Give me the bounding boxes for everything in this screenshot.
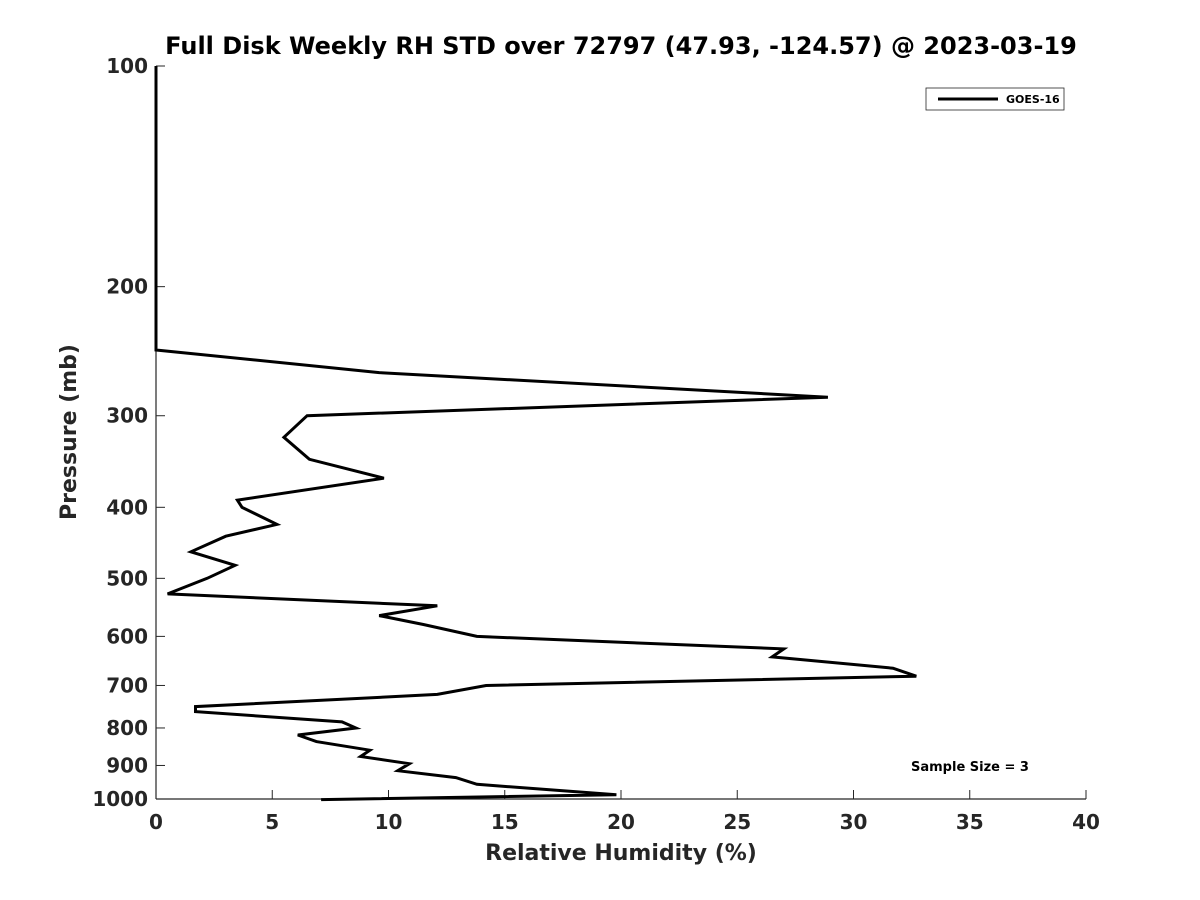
y-tick-label: 200 — [106, 275, 148, 299]
axes — [155, 66, 1086, 800]
legend-label: GOES-16 — [1006, 93, 1060, 106]
y-tick-label: 400 — [106, 495, 148, 519]
x-tick-label: 25 — [723, 810, 751, 834]
y-ticks: 100 200 300 400 500 600 700 800 900 1000 — [92, 54, 165, 811]
sample-size-annotation: Sample Size = 3 — [911, 760, 1029, 775]
x-tick-label: 5 — [265, 810, 279, 834]
x-ticks: 0 5 10 15 20 25 30 35 40 — [149, 790, 1100, 834]
y-tick-label: 700 — [106, 673, 148, 697]
x-tick-label: 40 — [1072, 810, 1100, 834]
y-tick-label: 500 — [106, 566, 148, 590]
x-tick-label: 30 — [840, 810, 868, 834]
x-tick-label: 10 — [375, 810, 403, 834]
chart-title: Full Disk Weekly RH STD over 72797 (47.9… — [165, 32, 1077, 60]
y-tick-label: 1000 — [92, 787, 148, 811]
y-tick-label: 900 — [106, 753, 148, 777]
series-line — [154, 66, 917, 802]
legend: GOES-16 — [925, 87, 1065, 111]
y-tick-label: 300 — [106, 404, 148, 428]
x-tick-label: 0 — [149, 810, 163, 834]
y-tick-label: 800 — [106, 716, 148, 740]
y-axis-label: Pressure (mb) — [57, 344, 82, 520]
x-axis-label: Relative Humidity (%) — [485, 841, 757, 866]
y-tick-label: 100 — [106, 54, 148, 78]
x-tick-label: 35 — [956, 810, 984, 834]
x-tick-label: 15 — [491, 810, 519, 834]
y-tick-label: 600 — [106, 624, 148, 648]
series-group — [154, 66, 917, 802]
x-tick-label: 20 — [607, 810, 635, 834]
